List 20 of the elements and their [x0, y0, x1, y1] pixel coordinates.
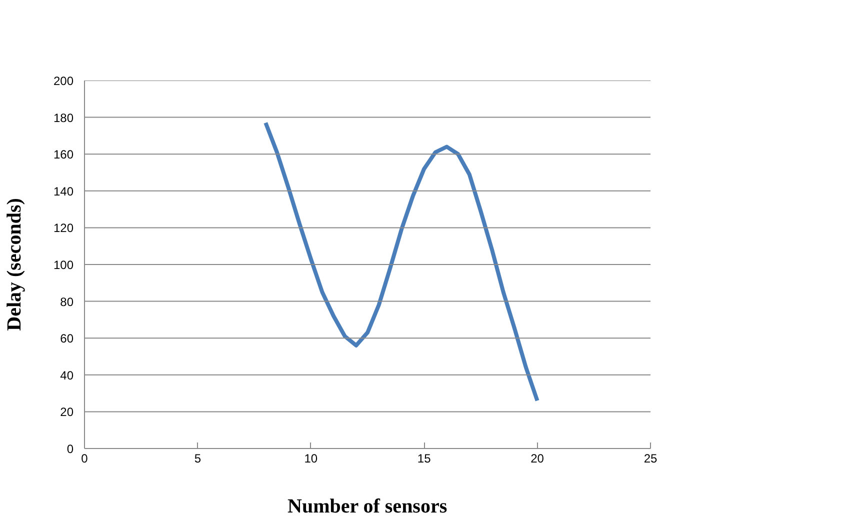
y-tick-label: 200: [53, 74, 74, 88]
y-tick-label: 100: [53, 258, 74, 272]
x-tick-label: 15: [417, 452, 432, 466]
y-axis-title: Delay (seconds): [3, 198, 26, 331]
y-tick-label: 140: [53, 184, 74, 198]
y-tick-label: 120: [53, 221, 74, 236]
y-tick-label: 180: [53, 110, 74, 125]
x-tick-label: 25: [644, 452, 658, 466]
y-tick-label: 40: [60, 368, 74, 382]
x-axis-title: Number of sensors: [288, 496, 448, 518]
x-tick-label: 10: [304, 452, 318, 466]
y-tick-label: 80: [60, 294, 74, 309]
y-tick-label: 160: [53, 148, 74, 162]
line-series: [264, 120, 540, 403]
y-tick-label: 0: [66, 442, 74, 456]
x-tick-label: 0: [81, 452, 88, 466]
x-tick-label: 5: [194, 452, 202, 466]
x-tick-label: 20: [530, 452, 544, 466]
y-tick-label: 60: [60, 332, 74, 346]
y-tick-label: 20: [60, 405, 74, 420]
